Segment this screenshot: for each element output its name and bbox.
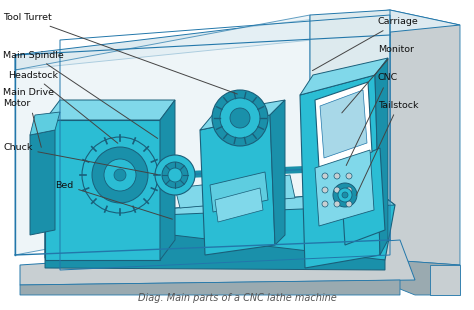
Text: Diag. Main parts of a CNC lathe machine: Diag. Main parts of a CNC lathe machine: [137, 293, 337, 303]
Text: Tailstock: Tailstock: [356, 100, 419, 196]
Circle shape: [114, 169, 126, 181]
Text: Main Spindle: Main Spindle: [3, 51, 158, 139]
Text: Carriage: Carriage: [312, 17, 419, 71]
Circle shape: [346, 173, 352, 179]
Circle shape: [168, 168, 182, 182]
Circle shape: [333, 183, 357, 207]
Text: Chuck: Chuck: [3, 144, 157, 175]
Circle shape: [162, 162, 188, 188]
Polygon shape: [210, 172, 268, 212]
Circle shape: [92, 147, 148, 203]
Text: CNC: CNC: [346, 73, 398, 166]
Circle shape: [338, 188, 352, 202]
Circle shape: [230, 108, 250, 128]
Polygon shape: [320, 90, 367, 158]
Polygon shape: [215, 188, 263, 222]
Polygon shape: [270, 100, 285, 245]
Circle shape: [322, 173, 328, 179]
Text: Monitor: Monitor: [342, 46, 414, 113]
Circle shape: [346, 201, 352, 207]
Circle shape: [212, 90, 268, 146]
Polygon shape: [160, 100, 175, 260]
Circle shape: [342, 192, 348, 198]
Polygon shape: [300, 58, 388, 95]
Polygon shape: [390, 10, 460, 265]
Polygon shape: [15, 15, 310, 255]
Polygon shape: [310, 10, 390, 260]
Polygon shape: [45, 190, 395, 260]
Polygon shape: [300, 75, 380, 268]
Circle shape: [334, 187, 340, 193]
Circle shape: [334, 173, 340, 179]
Polygon shape: [45, 120, 160, 260]
Circle shape: [82, 137, 158, 213]
Polygon shape: [45, 220, 385, 270]
Polygon shape: [20, 240, 415, 285]
Polygon shape: [315, 82, 372, 168]
Polygon shape: [375, 58, 388, 255]
Polygon shape: [45, 100, 175, 120]
Polygon shape: [340, 148, 385, 245]
Polygon shape: [30, 130, 55, 235]
Polygon shape: [45, 190, 395, 220]
Circle shape: [322, 201, 328, 207]
Polygon shape: [200, 115, 275, 255]
Polygon shape: [175, 175, 295, 208]
Polygon shape: [15, 10, 460, 70]
Polygon shape: [390, 260, 460, 295]
Circle shape: [220, 98, 260, 138]
Circle shape: [322, 187, 328, 193]
Polygon shape: [200, 100, 285, 130]
Polygon shape: [315, 150, 374, 226]
Polygon shape: [20, 280, 400, 295]
Text: Tool Turret: Tool Turret: [3, 14, 237, 94]
Text: Main Drive
Motor: Main Drive Motor: [3, 88, 54, 147]
Circle shape: [155, 155, 195, 195]
Circle shape: [104, 159, 136, 191]
Circle shape: [346, 187, 352, 193]
Polygon shape: [430, 265, 460, 295]
Text: Headstock: Headstock: [8, 70, 118, 143]
Text: Bed: Bed: [55, 180, 173, 219]
Polygon shape: [30, 112, 60, 135]
Circle shape: [334, 201, 340, 207]
